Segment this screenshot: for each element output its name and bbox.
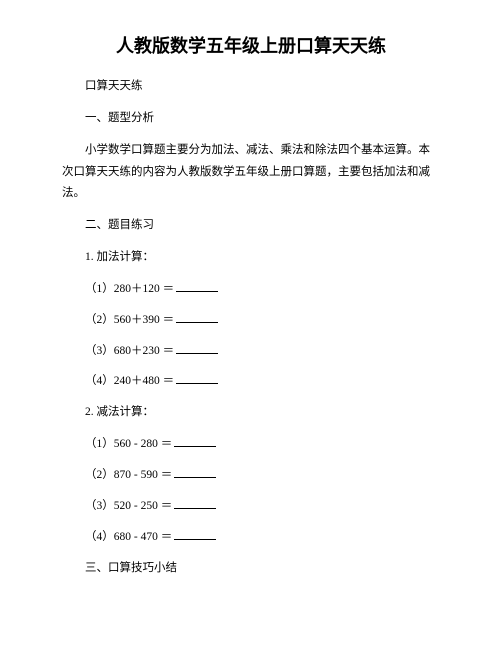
subtraction-item: （3）520 - 250 ＝ bbox=[62, 496, 440, 518]
page-title: 人教版数学五年级上册口算天天练 bbox=[62, 32, 440, 58]
problem-text: （3）680＋230 bbox=[85, 345, 163, 357]
addition-heading: 1. 加法计算： bbox=[62, 247, 440, 269]
addition-item: （4）240＋480 ＝ bbox=[62, 371, 440, 393]
equals-sign: ＝ bbox=[161, 531, 173, 543]
document-page: 人教版数学五年级上册口算天天练 口算天天练 一、题型分析 小学数学口算题主要分为… bbox=[0, 0, 502, 649]
section-1-heading: 一、题型分析 bbox=[62, 108, 440, 130]
section-1-body: 小学数学口算题主要分为加法、减法、乘法和除法四个基本运算。本次口算天天练的内容为… bbox=[62, 140, 440, 206]
answer-blank[interactable] bbox=[176, 282, 218, 292]
equals-sign: ＝ bbox=[161, 500, 173, 512]
section-3-heading: 三、口算技巧小结 bbox=[62, 558, 440, 580]
subtraction-heading: 2. 减法计算： bbox=[62, 402, 440, 424]
problem-text: （1）280＋120 bbox=[85, 283, 163, 295]
problem-text: （4）240＋480 bbox=[85, 375, 163, 387]
answer-blank[interactable] bbox=[176, 312, 218, 322]
equals-sign: ＝ bbox=[163, 345, 175, 357]
problem-text: （2）870 - 590 bbox=[85, 469, 161, 481]
subtraction-item: （4）680 - 470 ＝ bbox=[62, 527, 440, 549]
answer-blank[interactable] bbox=[174, 468, 216, 478]
answer-blank[interactable] bbox=[176, 343, 218, 353]
equals-sign: ＝ bbox=[163, 375, 175, 387]
equals-sign: ＝ bbox=[161, 469, 173, 481]
section-2-heading: 二、题目练习 bbox=[62, 215, 440, 237]
answer-blank[interactable] bbox=[174, 437, 216, 447]
problem-text: （1）560 - 280 bbox=[85, 438, 161, 450]
answer-blank[interactable] bbox=[174, 498, 216, 508]
answer-blank[interactable] bbox=[174, 529, 216, 539]
subtitle: 口算天天练 bbox=[62, 76, 440, 98]
subtraction-item: （1）560 - 280 ＝ bbox=[62, 434, 440, 456]
problem-text: （3）520 - 250 bbox=[85, 500, 161, 512]
subtraction-item: （2）870 - 590 ＝ bbox=[62, 465, 440, 487]
addition-item: （3）680＋230 ＝ bbox=[62, 341, 440, 363]
problem-text: （2）560＋390 bbox=[85, 314, 163, 326]
addition-item: （1）280＋120 ＝ bbox=[62, 279, 440, 301]
addition-item: （2）560＋390 ＝ bbox=[62, 310, 440, 332]
problem-text: （4）680 - 470 bbox=[85, 531, 161, 543]
equals-sign: ＝ bbox=[161, 438, 173, 450]
equals-sign: ＝ bbox=[163, 283, 175, 295]
equals-sign: ＝ bbox=[163, 314, 175, 326]
answer-blank[interactable] bbox=[176, 374, 218, 384]
